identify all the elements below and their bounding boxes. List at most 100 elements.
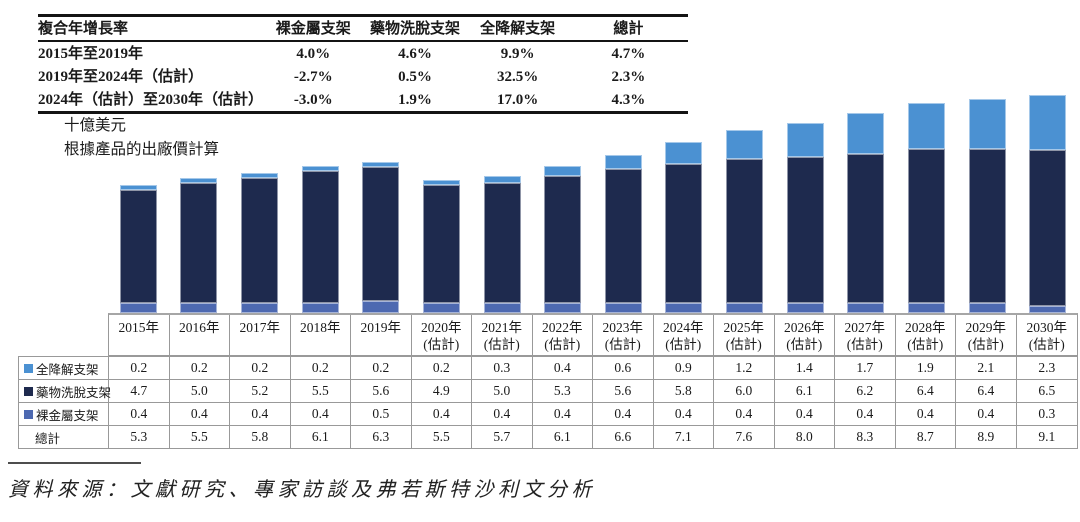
bar-segment-全降解支架 <box>786 123 824 157</box>
year-cell: 2022年 (估計) <box>533 315 593 355</box>
year-label: 2021年 <box>481 320 523 335</box>
value-cell: 5.0 <box>170 380 230 402</box>
cagr-row: 2024年（估計）至2030年（估計） -3.0% 1.9% 17.0% 4.3% <box>38 88 688 113</box>
value-cell: 0.4 <box>109 403 170 425</box>
cagr-header-col: 藥物洗脫支架 <box>370 21 461 37</box>
chart-notes: 十億美元 根據產品的出廠價計算 <box>64 114 219 162</box>
bar-column <box>532 88 593 313</box>
series-label-cell: 裸金屬支架 <box>19 403 109 425</box>
value-cell: 0.3 <box>1038 406 1056 421</box>
cagr-row-label: 2019年至2024年（估計） <box>38 69 204 85</box>
total-value-cell: 6.6 <box>593 426 654 448</box>
stacked-bar <box>544 166 582 313</box>
bar-column <box>1017 88 1078 313</box>
cagr-header-col: 裸金屬支架 <box>275 21 351 37</box>
cagr-value: 4.7% <box>611 46 646 62</box>
table-row: 裸金屬支架 0.4 0.4 0.4 0.4 0.5 0.4 0.4 0.4 0.4 0.4 0.4 0.… <box>19 403 1077 426</box>
bar-segment-裸金屬支架 <box>786 303 824 313</box>
bar-segment-全降解支架 <box>362 162 400 167</box>
bar-segment-藥物洗脫支架 <box>968 149 1006 303</box>
total-value-cell: 6.3 <box>351 426 412 448</box>
value-cell: 5.3 <box>533 380 593 402</box>
cagr-header-col: 總計 <box>613 21 644 37</box>
bar-segment-藥物洗脫支架 <box>180 183 218 303</box>
total-value-cell: 9.1 <box>1038 429 1056 444</box>
stacked-bar <box>483 176 521 313</box>
year-cell: 2021年 (估計) <box>472 315 533 355</box>
stacked-bar <box>362 162 400 313</box>
bar-segment-裸金屬支架 <box>604 303 642 313</box>
value-cell: 1.4 <box>775 357 835 379</box>
stacked-bar <box>119 185 157 313</box>
cagr-table-body: 2015年至2019年 4.0% 4.6% 9.9% 4.7% 2019年至2024年（估… <box>38 41 688 113</box>
year-cell: 2016年 <box>170 315 230 355</box>
value-cell: 0.4 <box>835 403 896 425</box>
year-label: 2025年 <box>723 320 765 335</box>
bar-segment-裸金屬支架 <box>119 303 157 313</box>
year-label: 2024年 <box>663 320 704 335</box>
bar-plot <box>108 88 1078 313</box>
year-estimate-note: (估計) <box>1028 337 1065 352</box>
cagr-value: 9.9% <box>500 46 535 62</box>
cagr-value: 4.6% <box>398 46 432 62</box>
year-label: 2019年 <box>360 320 402 335</box>
value-cell: 0.6 <box>593 357 654 379</box>
value-cell: 0.4 <box>593 403 654 425</box>
year-label: 2027年 <box>844 320 886 335</box>
stacked-bar <box>726 130 764 313</box>
bar-segment-藥物洗脫支架 <box>422 185 460 303</box>
bar-segment-藥物洗脫支架 <box>847 154 885 303</box>
source-block: 資料來源：文獻研究、專家訪談及弗若斯特沙利文分析 <box>8 462 596 502</box>
bar-column <box>351 88 412 313</box>
value-cell: 1.2 <box>714 357 775 379</box>
total-label-cell: 總計 <box>19 426 109 448</box>
value-cell: 6.2 <box>835 380 896 402</box>
year-cell: 2024年 (估計) <box>654 315 714 355</box>
bar-column <box>775 88 836 313</box>
bar-segment-藥物洗脫支架 <box>665 164 703 303</box>
value-cell: 0.9 <box>654 357 714 379</box>
cagr-row-label: 2015年至2019年 <box>38 46 144 62</box>
value-cell: 0.5 <box>351 403 412 425</box>
table-row: 藥物洗脫支架 4.7 5.0 5.2 5.5 5.6 4.9 5.0 5.3 5.6 5.8 6.0 6… <box>19 380 1077 403</box>
bar-segment-全降解支架 <box>665 142 703 164</box>
year-estimate-note: (估計) <box>786 337 823 352</box>
year-label: 2017年 <box>239 320 281 335</box>
bar-column <box>169 88 230 313</box>
bar-segment-全降解支架 <box>847 113 885 154</box>
series-label: 全降解支架 <box>36 362 99 377</box>
stacked-bar <box>968 99 1006 313</box>
bar-segment-全降解支架 <box>544 166 582 176</box>
total-value-cell: 8.0 <box>775 426 835 448</box>
value-cell: 0.4 <box>170 403 230 425</box>
value-cell: 0.4 <box>956 403 1017 425</box>
value-cell: 0.2 <box>351 357 412 379</box>
bar-segment-裸金屬支架 <box>665 303 703 313</box>
bar-segment-全降解支架 <box>119 185 157 190</box>
stacked-bar <box>847 113 885 313</box>
bar-segment-裸金屬支架 <box>180 303 218 313</box>
stacked-bar <box>301 166 339 313</box>
bar-segment-裸金屬支架 <box>726 303 764 313</box>
total-value-cell: 7.6 <box>714 426 775 448</box>
year-estimate-note: (估計) <box>604 337 641 352</box>
year-estimate-note: (估計) <box>483 337 520 352</box>
year-cell: 2023年 (估計) <box>593 315 654 355</box>
bar-segment-藥物洗脫支架 <box>907 149 945 303</box>
year-label: 2020年 <box>421 320 462 335</box>
value-cell: 0.4 <box>533 403 593 425</box>
year-estimate-note: (估計) <box>544 337 581 352</box>
total-value-cell: 5.8 <box>230 426 291 448</box>
year-estimate-note: (估計) <box>423 337 460 352</box>
bar-segment-裸金屬支架 <box>544 303 582 313</box>
year-cell: 2017年 <box>230 315 291 355</box>
cagr-value: 4.0% <box>296 46 331 62</box>
bar-segment-裸金屬支架 <box>362 301 400 313</box>
stacked-bar <box>422 180 460 313</box>
cagr-header-label: 複合年增長率 <box>38 21 129 37</box>
year-cell: 2029年 (估計) <box>956 315 1017 355</box>
cagr-value: 17.0% <box>496 92 539 108</box>
bar-column <box>472 88 533 313</box>
value-cell: 6.5 <box>1038 383 1056 398</box>
legend-swatch-裸金屬支架 <box>24 409 33 419</box>
